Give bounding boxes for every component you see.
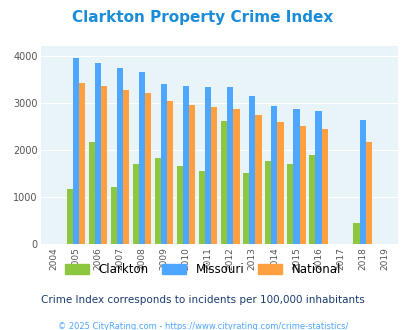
Bar — [243, 173, 249, 244]
Bar — [255, 115, 261, 244]
Bar — [233, 109, 239, 244]
Bar — [365, 142, 371, 244]
Bar — [177, 166, 183, 244]
Legend: Clarkton, Missouri, National: Clarkton, Missouri, National — [60, 258, 345, 281]
Bar — [271, 106, 277, 244]
Bar — [358, 120, 365, 244]
Bar — [220, 121, 227, 244]
Bar — [299, 126, 305, 244]
Text: Clarkton Property Crime Index: Clarkton Property Crime Index — [72, 10, 333, 25]
Bar — [293, 109, 299, 244]
Bar — [198, 171, 205, 244]
Text: © 2025 CityRating.com - https://www.cityrating.com/crime-statistics/: © 2025 CityRating.com - https://www.city… — [58, 322, 347, 330]
Bar — [111, 187, 117, 244]
Bar — [211, 107, 217, 244]
Bar — [264, 161, 271, 244]
Bar — [321, 129, 327, 244]
Bar — [205, 87, 211, 244]
Bar — [189, 105, 195, 244]
Bar — [79, 83, 85, 244]
Bar — [227, 87, 233, 244]
Bar — [123, 89, 129, 244]
Bar — [286, 164, 293, 244]
Bar — [132, 164, 139, 244]
Bar — [145, 93, 151, 244]
Bar — [117, 68, 123, 244]
Bar — [315, 111, 321, 244]
Bar — [139, 72, 145, 244]
Bar — [183, 86, 189, 244]
Bar — [309, 155, 315, 244]
Bar — [95, 63, 101, 244]
Text: Crime Index corresponds to incidents per 100,000 inhabitants: Crime Index corresponds to incidents per… — [41, 295, 364, 305]
Bar — [101, 86, 107, 244]
Bar — [277, 122, 283, 244]
Bar — [154, 158, 161, 244]
Bar — [167, 101, 173, 244]
Bar — [352, 222, 358, 244]
Bar — [249, 96, 255, 244]
Bar — [72, 58, 79, 244]
Bar — [161, 84, 167, 244]
Bar — [66, 188, 72, 244]
Bar — [88, 142, 95, 244]
